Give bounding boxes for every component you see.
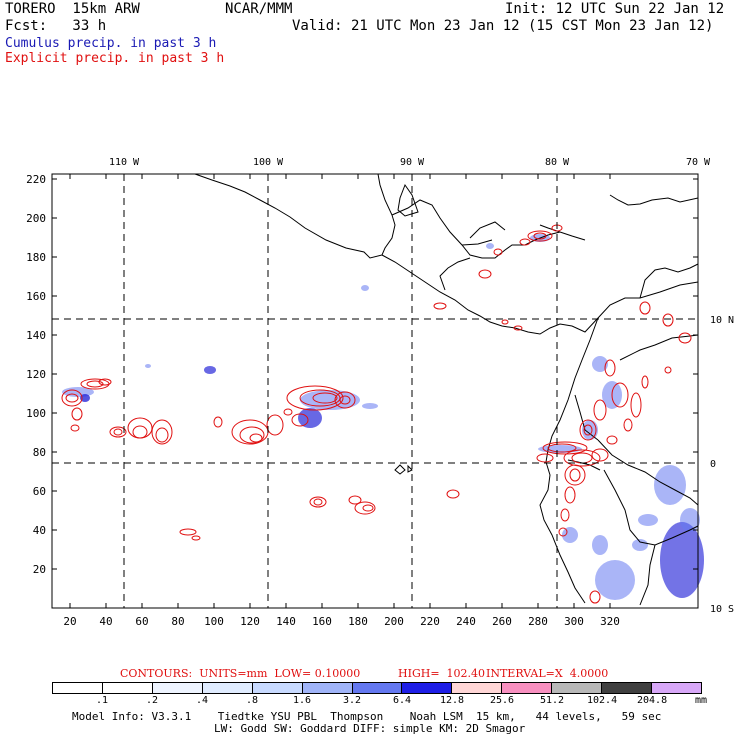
y-tick-label: 160 bbox=[26, 290, 46, 303]
cumulus-legend-label: Cumulus precip. in past 3 h bbox=[5, 36, 217, 51]
colorbar-label: 1.6 bbox=[293, 695, 312, 706]
x-tick-label: 60 bbox=[135, 615, 148, 628]
contours-high: HIGH= 102.40 bbox=[398, 667, 486, 680]
colorbar-swatch bbox=[601, 683, 652, 693]
x-tick-label: 280 bbox=[528, 615, 548, 628]
y-tick-label: 80 bbox=[33, 446, 46, 459]
colorbar-label: 51.2 bbox=[540, 695, 565, 706]
colorbar-labels: .1 .2 .4 .8 1.6 3.2 6.4 12.8 25.6 51.2 102.4 204.8 bbox=[52, 695, 712, 707]
colorbar-swatch bbox=[651, 683, 701, 693]
lat-lon-grid bbox=[52, 174, 698, 608]
colorbar-label: 12.8 bbox=[440, 695, 465, 706]
colorbar-swatch bbox=[451, 683, 502, 693]
colorbar-swatch bbox=[101, 683, 152, 693]
y-tick-label: 200 bbox=[26, 212, 46, 225]
x-tick-label: 80 bbox=[171, 615, 184, 628]
x-tick-label: 320 bbox=[600, 615, 620, 628]
y-tick-label: 180 bbox=[26, 251, 46, 264]
x-tick-label: 220 bbox=[420, 615, 440, 628]
longitude-label: 80 W bbox=[545, 157, 570, 168]
latitude-labels: 10 N 0 10 S bbox=[710, 315, 734, 615]
x-tick-label: 160 bbox=[312, 615, 332, 628]
org-label: NCAR/MMM bbox=[225, 1, 293, 17]
x-tick-label: 260 bbox=[492, 615, 512, 628]
colorbar-label: .8 bbox=[246, 695, 259, 706]
contours-label: CONTOURS: UNITS=mm LOW= 0.10000 bbox=[120, 667, 361, 680]
x-tick-label: 200 bbox=[384, 615, 404, 628]
colorbar-swatch bbox=[401, 683, 452, 693]
colorbar-swatch bbox=[251, 683, 302, 693]
colorbar-label: 25.6 bbox=[490, 695, 515, 706]
colorbar-label: 204.8 bbox=[637, 695, 668, 706]
colorbar bbox=[52, 682, 702, 694]
colorbar-swatch bbox=[501, 683, 552, 693]
colorbar-swatch bbox=[351, 683, 402, 693]
x-tick-label: 180 bbox=[348, 615, 368, 628]
coastline bbox=[194, 173, 699, 606]
colorbar-swatch bbox=[551, 683, 602, 693]
colorbar-label: .2 bbox=[146, 695, 159, 706]
y-tick-label: 120 bbox=[26, 368, 46, 381]
y-tick-label: 140 bbox=[26, 329, 46, 342]
longitude-label: 70 W bbox=[686, 157, 711, 168]
forecast-hour: Fcst: 33 h bbox=[5, 18, 107, 34]
valid-time: Valid: 21 UTC Mon 23 Jan 12 (15 CST Mon … bbox=[292, 18, 714, 34]
latitude-label: 0 bbox=[710, 459, 716, 470]
x-tick-label: 100 bbox=[204, 615, 224, 628]
longitude-label: 110 W bbox=[109, 157, 140, 168]
x-tick-label: 40 bbox=[99, 615, 112, 628]
colorbar-label: .4 bbox=[196, 695, 209, 706]
y-tick-label: 60 bbox=[33, 485, 46, 498]
model-info-line1: Model Info: V3.3.1 Tiedtke YSU PBL Thomp… bbox=[72, 710, 662, 723]
x-axis: 20 40 60 80 100 120 140 160 180 200 220 240 260 280 30… bbox=[63, 174, 620, 628]
y-tick-label: 20 bbox=[33, 563, 46, 576]
colorbar-label: .1 bbox=[96, 695, 109, 706]
y-axis: 20 40 60 80 100 120 140 160 180 200 220 bbox=[26, 173, 698, 576]
x-tick-label: 20 bbox=[63, 615, 76, 628]
colorbar-swatch bbox=[301, 683, 352, 693]
longitude-label: 90 W bbox=[400, 157, 425, 168]
x-tick-label: 300 bbox=[564, 615, 584, 628]
contours-interval: INTERVAL=X 4.0000 bbox=[486, 667, 609, 680]
y-tick-label: 40 bbox=[33, 524, 46, 537]
x-tick-label: 240 bbox=[456, 615, 476, 628]
latitude-label: 10 S bbox=[710, 604, 734, 615]
colorbar-swatch bbox=[53, 683, 102, 693]
init-time: Init: 12 UTC Sun 22 Jan 12 bbox=[505, 1, 725, 17]
colorbar-swatch bbox=[201, 683, 252, 693]
colorbar-label: 102.4 bbox=[587, 695, 618, 706]
colorbar-unit: mm bbox=[695, 695, 708, 706]
explicit-precip-contours bbox=[61, 224, 692, 604]
x-tick-label: 140 bbox=[276, 615, 296, 628]
colorbar-label: 3.2 bbox=[343, 695, 362, 706]
model-info-line2: LW: Godd SW: Goddard DIFF: simple KM: 2D… bbox=[214, 722, 526, 735]
colorbar-label: 6.4 bbox=[393, 695, 412, 706]
map-frame bbox=[51, 173, 699, 609]
y-tick-label: 100 bbox=[26, 407, 46, 420]
y-tick-label: 220 bbox=[26, 173, 46, 186]
x-tick-label: 120 bbox=[240, 615, 260, 628]
longitude-label: 100 W bbox=[253, 157, 284, 168]
latitude-label: 10 N bbox=[710, 315, 734, 326]
cumulus-precip-shading bbox=[62, 234, 704, 600]
colorbar-swatch bbox=[151, 683, 202, 693]
model-title: TORERO 15km ARW bbox=[5, 1, 140, 17]
longitude-labels: 110 W 100 W 90 W 80 W 70 W bbox=[109, 157, 711, 168]
explicit-legend-label: Explicit precip. in past 3 h bbox=[5, 51, 225, 66]
